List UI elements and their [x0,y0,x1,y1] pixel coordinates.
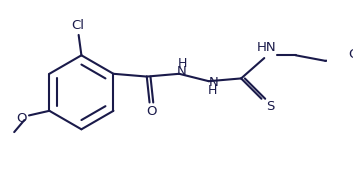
Text: H: H [178,57,187,70]
Text: HN: HN [256,41,276,54]
Text: O: O [146,105,157,118]
Text: N: N [177,65,187,79]
Text: N: N [209,76,218,89]
Text: H: H [208,84,217,97]
Text: S: S [267,100,275,113]
Text: Cl: Cl [71,19,84,32]
Text: O: O [348,48,353,61]
Text: O: O [16,112,27,125]
